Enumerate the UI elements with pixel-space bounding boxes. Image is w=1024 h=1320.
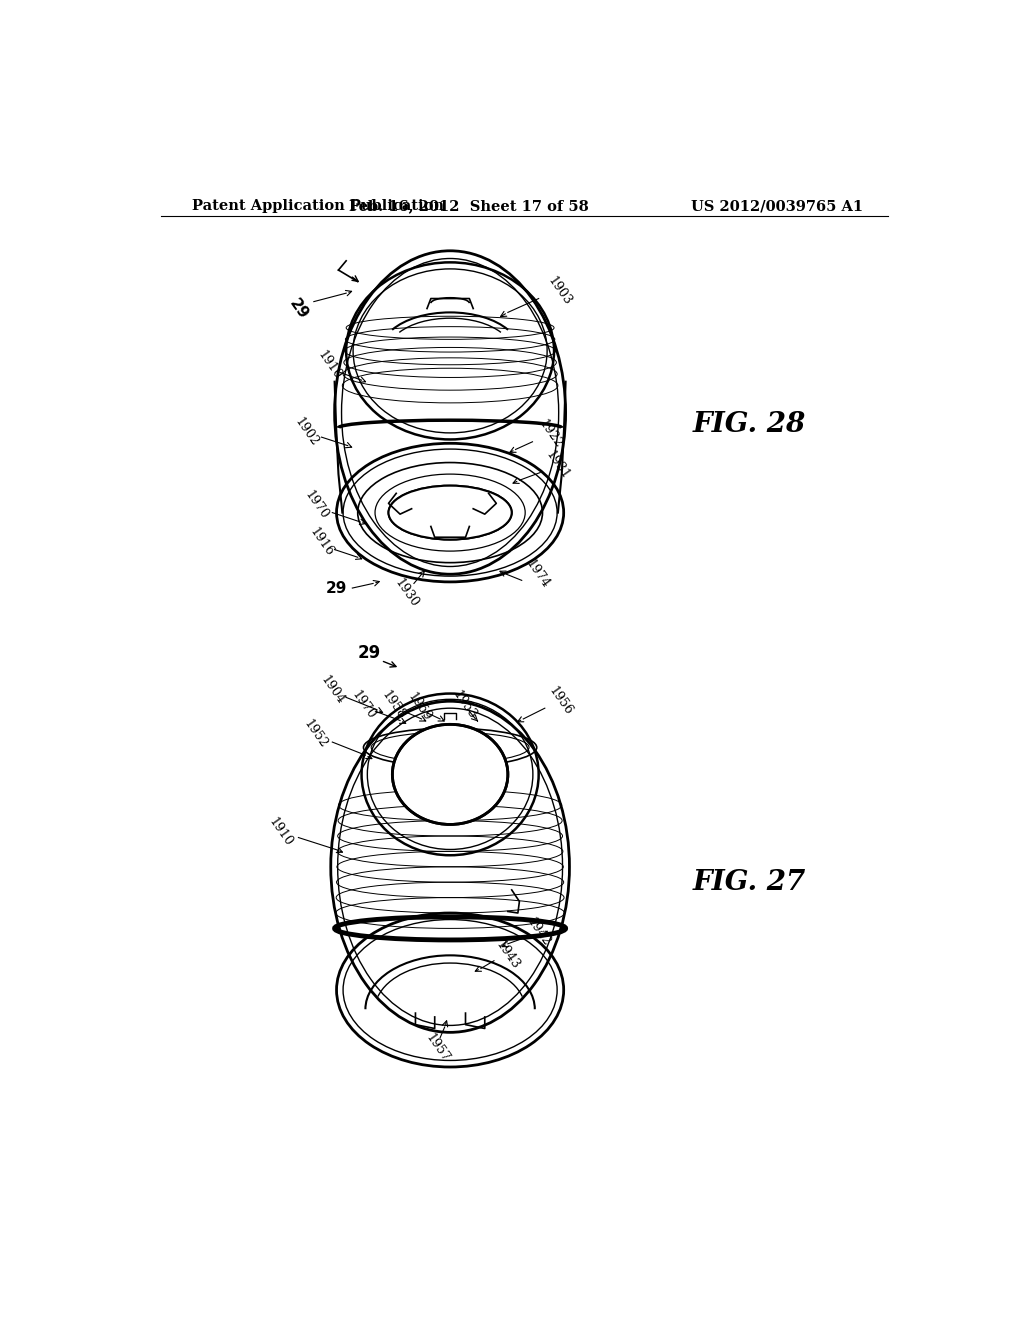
Text: 1953: 1953 bbox=[450, 688, 478, 722]
Text: FIG. 28: FIG. 28 bbox=[692, 411, 806, 437]
Text: 1952: 1952 bbox=[301, 718, 330, 751]
Text: 1970: 1970 bbox=[348, 688, 378, 722]
Text: 1959: 1959 bbox=[404, 690, 434, 723]
Text: 1957: 1957 bbox=[423, 1031, 452, 1064]
Text: Feb. 16, 2012  Sheet 17 of 58: Feb. 16, 2012 Sheet 17 of 58 bbox=[349, 199, 589, 213]
Text: 1942: 1942 bbox=[524, 916, 553, 949]
Text: 1974: 1974 bbox=[522, 557, 552, 591]
Text: 29: 29 bbox=[327, 581, 347, 595]
Text: 1922: 1922 bbox=[536, 417, 564, 450]
Ellipse shape bbox=[388, 486, 512, 540]
Ellipse shape bbox=[392, 725, 508, 825]
Text: 1910: 1910 bbox=[314, 348, 344, 381]
Text: 1956: 1956 bbox=[546, 685, 574, 718]
Text: US 2012/0039765 A1: US 2012/0039765 A1 bbox=[691, 199, 863, 213]
Text: 1902: 1902 bbox=[292, 414, 321, 449]
Text: 1970: 1970 bbox=[302, 488, 332, 521]
Text: 1943: 1943 bbox=[494, 939, 522, 972]
Text: 1903: 1903 bbox=[545, 275, 573, 308]
Text: 29: 29 bbox=[286, 296, 310, 322]
Text: 1930: 1930 bbox=[392, 577, 421, 610]
Text: 1958: 1958 bbox=[380, 688, 409, 722]
Text: 1916: 1916 bbox=[307, 525, 336, 558]
Text: 1910: 1910 bbox=[266, 816, 295, 849]
Text: 29: 29 bbox=[357, 644, 381, 661]
Text: 1931: 1931 bbox=[544, 447, 572, 482]
Text: 1904: 1904 bbox=[317, 673, 347, 706]
Text: FIG. 27: FIG. 27 bbox=[692, 869, 806, 896]
Text: Patent Application Publication: Patent Application Publication bbox=[193, 199, 444, 213]
